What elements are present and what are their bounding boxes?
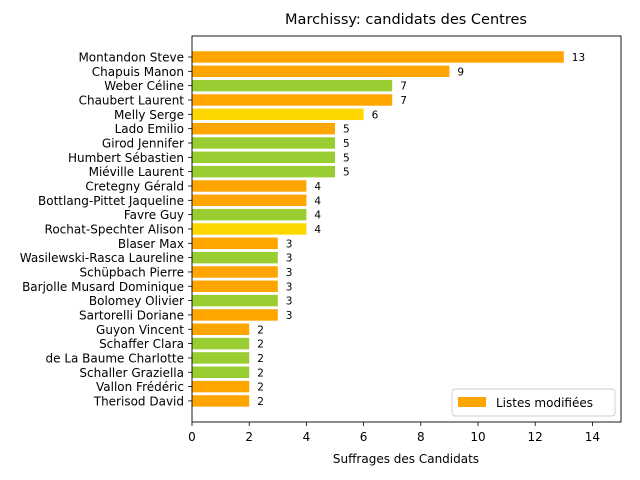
category-label-rochat-spechter-alison: Rochat-Spechter Alison xyxy=(45,222,184,236)
bar-de-la-baume-charlotte xyxy=(192,352,250,364)
value-label-wasilewski-rasca-laureline: 3 xyxy=(286,253,293,265)
category-label-chapuis-manon: Chapuis Manon xyxy=(92,65,184,79)
category-label-melly-serge: Melly Serge xyxy=(114,108,184,122)
bar-montandon-steve xyxy=(192,51,564,63)
value-label-mieville-laurent: 5 xyxy=(343,167,350,179)
bar-chaubert-laurent xyxy=(192,94,393,106)
bar-favre-guy xyxy=(192,208,307,221)
value-label-bolomey-olivier: 3 xyxy=(286,296,293,308)
x-tick-label-4: 4 xyxy=(303,430,311,444)
value-label-sartorelli-doriane: 3 xyxy=(286,310,293,322)
value-label-barjolle-musard-dominique: 3 xyxy=(286,281,293,293)
legend-label-listes-modifiees: Listes modifiées xyxy=(496,396,593,410)
value-label-melly-serge: 6 xyxy=(372,109,379,121)
bar-bolomey-olivier xyxy=(192,294,278,307)
bar-schaller-graziella xyxy=(192,366,250,378)
x-axis-ticks: 0 2 4 6 8 10 12 14 xyxy=(188,422,600,444)
bar-therisod-david xyxy=(192,395,250,407)
value-label-de-la-baume-charlotte: 2 xyxy=(257,353,264,365)
x-tick-label-2: 2 xyxy=(245,430,253,444)
value-labels: 13 9 7 7 6 5 5 5 5 4 4 4 4 3 3 3 3 3 3 2 2 2 2 2 2 xyxy=(257,52,585,408)
bar-bottlang-pittet-jaqueline xyxy=(192,194,307,207)
value-label-chapuis-manon: 9 xyxy=(457,66,464,78)
value-label-schupbach-pierre: 3 xyxy=(286,267,293,279)
x-tick-label-14: 14 xyxy=(585,430,600,444)
category-label-cretegny-gerald: Cretegny Gérald xyxy=(85,179,184,193)
category-label-barjolle-musard-dominique: Barjolle Musard Dominique xyxy=(22,280,184,294)
x-tick-label-8: 8 xyxy=(417,430,425,444)
value-label-weber-celine: 7 xyxy=(400,81,407,93)
value-label-lado-emilio: 5 xyxy=(343,124,350,136)
category-label-vallon-frederic: Vallon Frédéric xyxy=(96,380,184,394)
category-label-weber-celine: Weber Céline xyxy=(104,79,184,93)
bar-lado-emilio xyxy=(192,122,335,135)
value-label-rochat-spechter-alison: 4 xyxy=(314,224,321,236)
x-tick-label-6: 6 xyxy=(360,430,368,444)
category-label-blaser-max: Blaser Max xyxy=(118,237,184,251)
category-label-bottlang-pittet-jaqueline: Bottlang-Pittet Jaqueline xyxy=(38,194,184,208)
category-label-chaubert-laurent: Chaubert Laurent xyxy=(79,93,185,107)
category-label-schupbach-pierre: Schüpbach Pierre xyxy=(80,265,185,279)
category-label-mieville-laurent: Miéville Laurent xyxy=(89,165,185,179)
bars-layer xyxy=(192,51,564,407)
category-label-therisod-david: Therisod David xyxy=(93,394,184,408)
value-label-cretegny-gerald: 4 xyxy=(314,181,321,193)
value-label-schaffer-clara: 2 xyxy=(257,339,264,351)
value-label-girod-jennifer: 5 xyxy=(343,138,350,150)
category-label-lado-emilio: Lado Emilio xyxy=(115,122,184,136)
bar-wasilewski-rasca-laureline xyxy=(192,251,278,264)
value-label-vallon-frederic: 2 xyxy=(257,382,264,394)
value-label-chaubert-laurent: 7 xyxy=(400,95,407,107)
bar-rochat-spechter-alison xyxy=(192,223,307,235)
legend: Listes modifiées xyxy=(451,388,616,417)
bar-sartorelli-doriane xyxy=(192,309,278,321)
value-label-therisod-david: 2 xyxy=(257,396,264,408)
category-label-schaller-graziella: Schaller Graziella xyxy=(79,366,184,380)
bar-blaser-max xyxy=(192,237,278,250)
category-label-bolomey-olivier: Bolomey Olivier xyxy=(89,294,184,308)
value-label-montandon-steve: 13 xyxy=(572,52,585,64)
category-label-humbert-sebastien: Humbert Sébastien xyxy=(68,151,184,165)
chart-title: Marchissy: candidats des Centres xyxy=(285,12,527,28)
bar-weber-celine xyxy=(192,79,393,92)
category-label-montandon-steve: Montandon Steve xyxy=(78,51,184,65)
bar-humbert-sebastien xyxy=(192,151,335,164)
x-axis-label: Suffrages des Candidats xyxy=(333,452,479,466)
value-label-schaller-graziella: 2 xyxy=(257,367,264,379)
value-label-favre-guy: 4 xyxy=(314,210,321,222)
value-label-humbert-sebastien: 5 xyxy=(343,152,350,164)
category-label-favre-guy: Favre Guy xyxy=(124,208,184,222)
bar-mieville-laurent xyxy=(192,165,335,178)
value-label-blaser-max: 3 xyxy=(286,238,293,250)
legend-box xyxy=(451,388,616,417)
bar-schaffer-clara xyxy=(192,337,250,350)
value-label-bottlang-pittet-jaqueline: 4 xyxy=(314,195,321,207)
x-tick-label-0: 0 xyxy=(188,430,196,444)
x-tick-label-12: 12 xyxy=(528,430,543,444)
category-label-schaffer-clara: Schaffer Clara xyxy=(99,337,184,351)
bar-chapuis-manon xyxy=(192,65,450,78)
category-label-girod-jennifer: Girod Jennifer xyxy=(102,136,184,150)
x-tick-label-10: 10 xyxy=(470,430,485,444)
bar-cretegny-gerald xyxy=(192,180,307,192)
bar-schupbach-pierre xyxy=(192,266,278,278)
legend-swatch-listes-modifiees xyxy=(458,397,486,407)
bar-melly-serge xyxy=(192,108,364,121)
bar-barjolle-musard-dominique xyxy=(192,280,278,293)
category-label-wasilewski-rasca-laureline: Wasilewski-Rasca Laureline xyxy=(20,251,184,265)
value-label-guyon-vincent: 2 xyxy=(257,324,264,336)
category-label-de-la-baume-charlotte: de La Baume Charlotte xyxy=(46,351,185,365)
plot-frame xyxy=(191,35,622,423)
bar-vallon-frederic xyxy=(192,380,250,393)
bar-guyon-vincent xyxy=(192,323,250,336)
category-label-guyon-vincent: Guyon Vincent xyxy=(96,323,184,337)
category-label-sartorelli-doriane: Sartorelli Doriane xyxy=(79,308,184,322)
bar-girod-jennifer xyxy=(192,137,335,149)
